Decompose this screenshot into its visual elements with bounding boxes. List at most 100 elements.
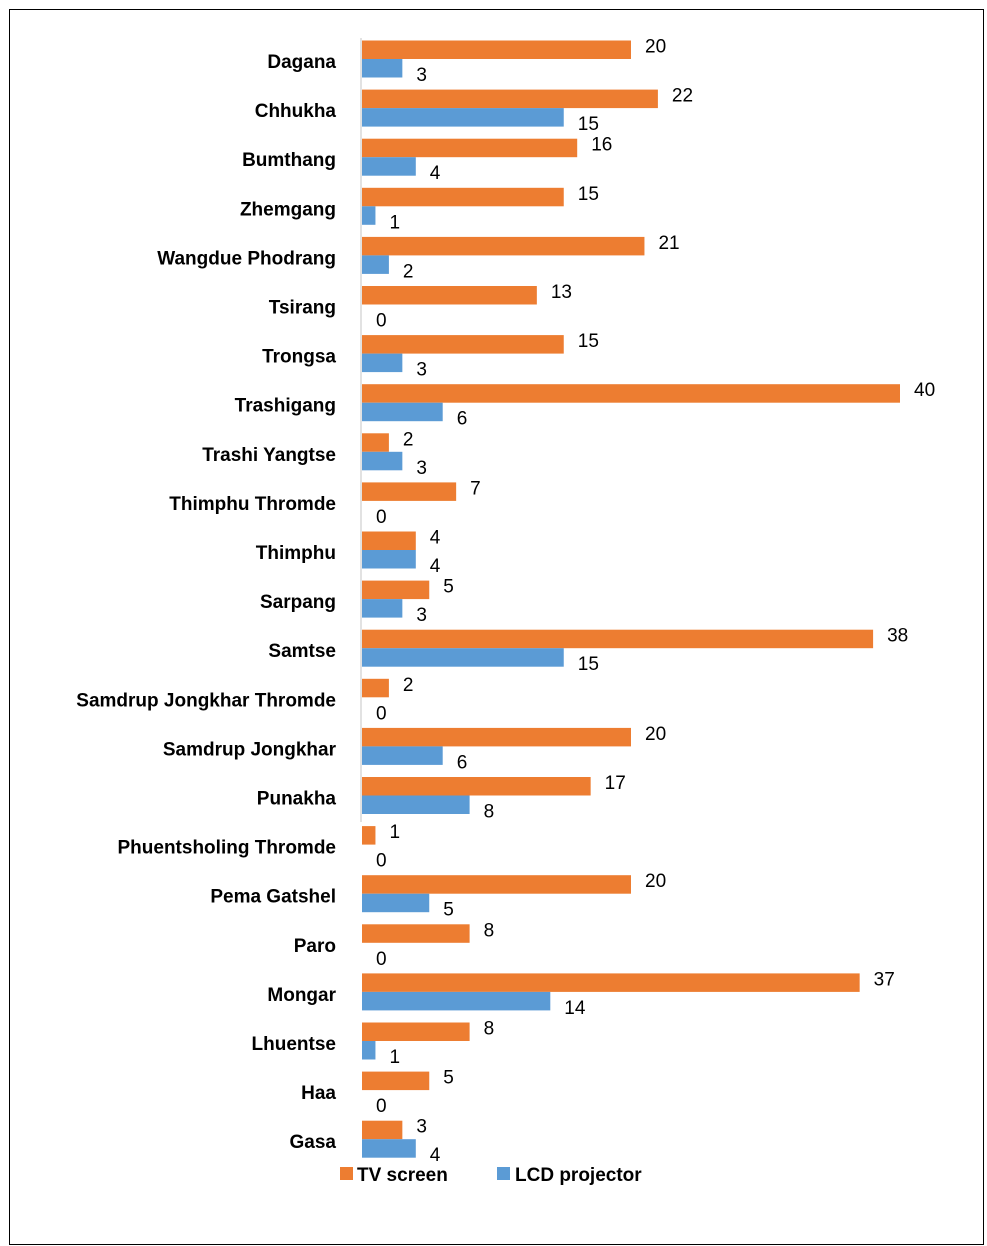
- value-label-lcd-projector: 0: [376, 851, 387, 872]
- bar-lcd-projector: [362, 599, 403, 618]
- bar-lcd-projector: [362, 59, 403, 78]
- value-label-tv-screen: 5: [443, 1068, 454, 1089]
- value-label-lcd-projector: 15: [578, 114, 599, 135]
- bar-lcd-projector: [362, 648, 564, 667]
- category-label: Gasa: [290, 1132, 337, 1153]
- bar-tv-screen: [362, 826, 376, 845]
- value-label-lcd-projector: 4: [430, 556, 441, 577]
- value-label-lcd-projector: 5: [443, 900, 454, 921]
- value-label-tv-screen: 40: [914, 380, 935, 401]
- bar-lcd-projector: [362, 353, 403, 373]
- value-label-tv-screen: 1: [389, 822, 400, 843]
- bar-tv-screen: [362, 286, 537, 305]
- value-label-lcd-projector: 3: [416, 65, 427, 86]
- value-labels: 2032215164151212130153406237044533815202…: [376, 37, 935, 1167]
- bar-tv-screen: [362, 89, 658, 109]
- value-label-tv-screen: 5: [443, 577, 454, 598]
- category-label: Wangdue Phodrang: [157, 248, 336, 269]
- bar-tv-screen: [362, 335, 564, 354]
- bars-group: [362, 40, 900, 1158]
- category-label: Samtse: [268, 641, 336, 662]
- legend: TV screen LCD projector: [340, 1165, 642, 1186]
- bar-tv-screen: [362, 973, 860, 992]
- value-label-lcd-projector: 3: [416, 458, 427, 479]
- legend-swatch-tv-screen: [340, 1167, 353, 1180]
- chart-frame: [9, 9, 984, 1245]
- value-label-tv-screen: 20: [645, 37, 666, 58]
- category-label: Zhemgang: [240, 199, 336, 220]
- value-label-lcd-projector: 0: [376, 507, 387, 528]
- category-label: Phuentsholing Thromde: [118, 838, 337, 859]
- bar-tv-screen: [362, 629, 874, 649]
- value-label-lcd-projector: 4: [430, 163, 441, 184]
- bar-tv-screen: [362, 1022, 470, 1041]
- bar-lcd-projector: [362, 550, 416, 569]
- category-label: Dagana: [267, 52, 336, 73]
- bar-tv-screen: [362, 924, 470, 943]
- legend-label-tv-screen: TV screen: [357, 1165, 448, 1186]
- category-label: Trongsa: [262, 347, 336, 368]
- value-label-lcd-projector: 6: [457, 409, 468, 430]
- bar-tv-screen: [362, 580, 430, 600]
- category-label: Thimphu Thromde: [169, 494, 336, 515]
- bar-tv-screen: [362, 236, 645, 256]
- category-label: Thimphu: [256, 543, 336, 564]
- bar-lcd-projector: [362, 795, 470, 814]
- bar-lcd-projector: [362, 255, 389, 274]
- category-labels: Dagana Chhukha Bumthang Zhemgang Wangdue Pho…: [76, 52, 336, 1153]
- value-label-lcd-projector: 2: [403, 261, 414, 282]
- bar-lcd-projector: [362, 1139, 416, 1158]
- value-label-tv-screen: 15: [578, 331, 599, 352]
- bar-lcd-projector: [362, 402, 443, 422]
- value-label-tv-screen: 8: [484, 920, 495, 941]
- category-label: Samdrup Jongkhar: [163, 739, 337, 760]
- bar-tv-screen: [362, 1071, 430, 1091]
- value-label-lcd-projector: 14: [564, 998, 586, 1019]
- bar-lcd-projector: [362, 893, 430, 913]
- category-label: Haa: [301, 1083, 336, 1104]
- category-label: Chhukha: [255, 101, 337, 122]
- value-label-tv-screen: 2: [403, 675, 414, 696]
- value-label-lcd-projector: 8: [484, 802, 495, 823]
- legend-swatch-lcd-projector: [497, 1167, 510, 1180]
- value-label-tv-screen: 16: [591, 135, 612, 156]
- value-label-lcd-projector: 3: [416, 360, 427, 381]
- value-label-lcd-projector: 15: [578, 654, 599, 675]
- value-label-tv-screen: 22: [672, 86, 693, 107]
- category-label: Trashi Yangtse: [202, 445, 336, 466]
- value-label-tv-screen: 13: [551, 282, 572, 303]
- bar-tv-screen: [362, 384, 900, 403]
- bar-lcd-projector: [362, 746, 443, 765]
- value-label-tv-screen: 38: [887, 626, 908, 647]
- category-label: Lhuentse: [252, 1034, 336, 1055]
- bar-tv-screen: [362, 433, 389, 452]
- value-label-lcd-projector: 0: [376, 949, 387, 970]
- bar-tv-screen: [362, 138, 578, 158]
- value-label-tv-screen: 21: [658, 233, 679, 254]
- bar-tv-screen: [362, 727, 631, 747]
- bar-tv-screen: [362, 678, 389, 698]
- category-label: Trashigang: [235, 396, 336, 417]
- category-label: Punakha: [257, 789, 337, 810]
- category-label: Sarpang: [260, 592, 336, 613]
- value-label-tv-screen: 4: [430, 528, 441, 549]
- value-label-tv-screen: 7: [470, 478, 481, 499]
- bar-lcd-projector: [362, 451, 403, 471]
- category-label: Pema Gatshel: [210, 887, 336, 908]
- value-label-lcd-projector: 1: [389, 1047, 400, 1068]
- category-label: Paro: [294, 936, 336, 957]
- value-label-tv-screen: 3: [416, 1117, 427, 1138]
- value-label-tv-screen: 15: [578, 184, 599, 205]
- value-label-lcd-projector: 0: [376, 1096, 387, 1117]
- value-label-lcd-projector: 4: [430, 1145, 441, 1166]
- bar-tv-screen: [362, 1120, 403, 1140]
- value-label-lcd-projector: 0: [376, 703, 387, 724]
- legend-label-lcd-projector: LCD projector: [515, 1165, 642, 1186]
- value-label-tv-screen: 20: [645, 724, 666, 745]
- value-label-lcd-projector: 0: [376, 311, 387, 332]
- bar-lcd-projector: [362, 157, 416, 176]
- value-label-lcd-projector: 6: [457, 752, 468, 773]
- category-label: Bumthang: [242, 150, 336, 171]
- bar-lcd-projector: [362, 1041, 376, 1060]
